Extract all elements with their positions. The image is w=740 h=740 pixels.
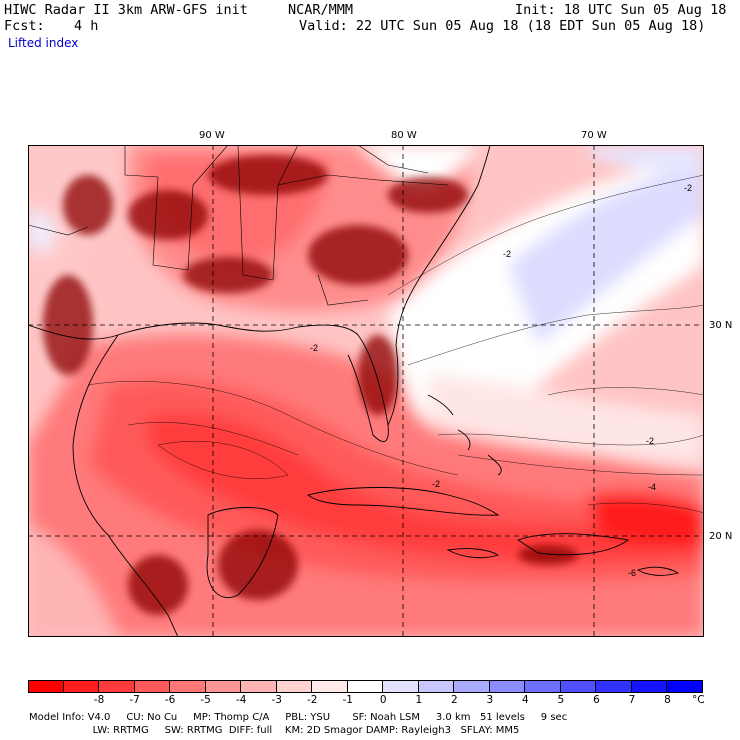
colorbar-swatch xyxy=(99,680,135,693)
organization: NCAR/MMM xyxy=(288,2,354,18)
map-frame xyxy=(28,145,704,637)
colorbar-tick-label: 2 xyxy=(450,694,458,706)
lifted-index-map: -2 -2 -2 -2 -2 -4 -6 xyxy=(28,145,704,637)
colorbar-tick-label: -4 xyxy=(235,694,247,706)
colorbar-swatch xyxy=(312,680,348,693)
colorbar-tick-label: 5 xyxy=(557,694,565,706)
field-name: Lifted index xyxy=(8,36,79,50)
colorbar-swatch xyxy=(205,680,242,693)
colorbar-tick-label: 4 xyxy=(522,694,529,706)
colorbar-swatch xyxy=(276,680,313,693)
init-time: Init: 18 UTC Sun 05 Aug 18 xyxy=(515,2,727,18)
colorbar-tick-label: 8 xyxy=(664,694,671,706)
contour-label: -2 xyxy=(646,436,654,446)
field-shading xyxy=(28,145,704,637)
colorbar-swatch xyxy=(170,680,206,693)
contour-label: -2 xyxy=(432,479,440,489)
colorbar-swatch xyxy=(418,680,455,693)
lat-label-30n: 30 N xyxy=(709,320,733,331)
lat-label-20n: 20 N xyxy=(709,531,733,542)
lon-label-80w: 80 W xyxy=(391,130,417,141)
colorbar-tick-label: 1 xyxy=(415,694,423,706)
colorbar-tick-label: 6 xyxy=(593,694,600,706)
lon-label-70w: 70 W xyxy=(581,130,607,141)
colorbar-swatch xyxy=(63,680,100,693)
colorbar-swatch xyxy=(489,680,526,693)
model-info-line1: Model Info: V4.0 CU: No Cu MP: Thomp C/A… xyxy=(29,712,568,723)
colorbar-swatch xyxy=(134,680,171,693)
contour-label: -2 xyxy=(503,249,511,259)
colorbar-tick-label: -3 xyxy=(271,694,282,706)
latlon-grid xyxy=(28,145,704,637)
colorbar-tick-label: -7 xyxy=(129,694,140,706)
colorbar-swatch xyxy=(631,680,668,693)
colorbar-tick-label: -8 xyxy=(93,694,105,706)
colorbar-swatch xyxy=(454,680,490,693)
colorbar-tick-label: -1 xyxy=(342,694,353,706)
contour-label: -6 xyxy=(628,568,636,578)
colorbar-swatch xyxy=(28,680,64,693)
coastlines xyxy=(28,145,680,637)
colorbar-tick-label: 0 xyxy=(379,694,387,706)
valid-time: Valid: 22 UTC Sun 05 Aug 18 (18 EDT Sun … xyxy=(299,18,706,34)
forecast-hour: 4 h xyxy=(74,18,99,34)
contour-label: -2 xyxy=(684,183,692,193)
lon-label-90w: 90 W xyxy=(199,130,225,141)
model-info-line2: LW: RRTMG SW: RRTMG DIFF: full KM: 2D Sm… xyxy=(29,725,520,736)
colorbar-swatch xyxy=(667,680,703,693)
colorbar-swatch xyxy=(525,680,561,693)
contour-label: -2 xyxy=(310,343,318,353)
colorbar-swatch xyxy=(347,680,384,693)
colorbar-tick-label: -5 xyxy=(200,694,211,706)
contour-label: -4 xyxy=(648,482,656,492)
colorbar-swatch xyxy=(596,680,632,693)
colorbar-swatch xyxy=(241,680,277,693)
colorbar-tick-label: -2 xyxy=(306,694,318,706)
contour-lines xyxy=(87,174,704,514)
colorbar-tick-label: 7 xyxy=(628,694,636,706)
colorbar-unit: °C xyxy=(692,694,705,706)
state-borders xyxy=(28,145,449,306)
colorbar-tick-label: 3 xyxy=(486,694,494,706)
model-title: HIWC Radar II 3km ARW-GFS init xyxy=(4,2,248,18)
colorbar-swatch xyxy=(560,680,597,693)
forecast-label: Fcst: xyxy=(4,18,45,34)
colorbar-tick-label: -6 xyxy=(164,694,176,706)
colorbar-swatch xyxy=(383,680,419,693)
